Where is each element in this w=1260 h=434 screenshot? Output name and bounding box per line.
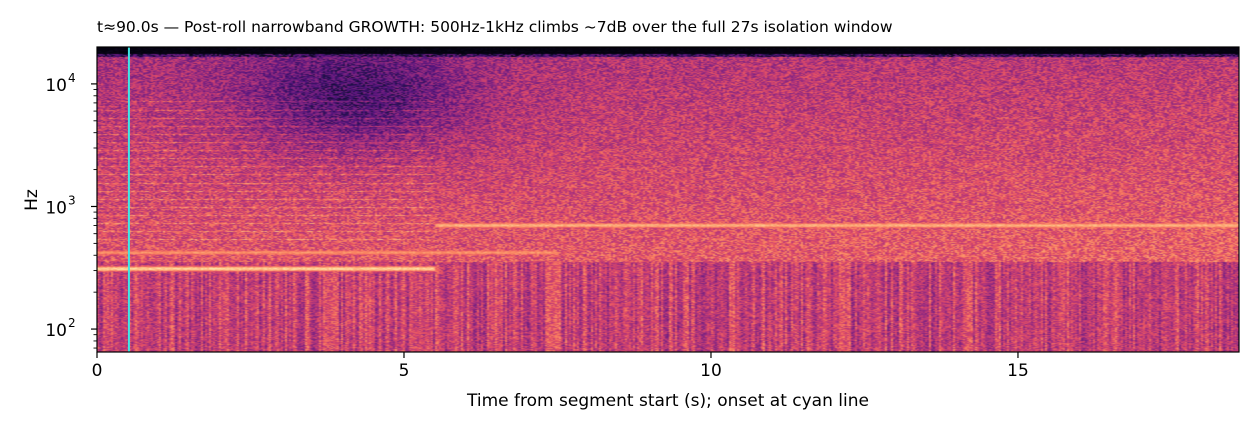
y-tick-label: 10 — [45, 76, 67, 96]
y-tick-exponent: 2 — [68, 316, 76, 330]
plot-frame — [96, 46, 1240, 353]
x-tick-label: 0 — [92, 361, 103, 381]
y-tick-label: 10 — [45, 321, 67, 341]
x-axis: 0 5 10 15 — [92, 352, 1029, 381]
chart-title: t≈90.0s — Post-roll narrowband GROWTH: 5… — [97, 18, 893, 36]
y-axis-label: Hz — [22, 189, 42, 211]
y-tick-label: 10 — [45, 198, 67, 218]
x-tick-label: 15 — [1007, 361, 1029, 381]
x-tick-label: 10 — [700, 361, 722, 381]
x-tick-label: 5 — [399, 361, 410, 381]
y-tick-exponent: 4 — [68, 71, 76, 85]
x-axis-label: Time from segment start (s); onset at cy… — [467, 391, 869, 411]
spectrogram-heatmap — [97, 47, 1239, 352]
spectrogram-image — [97, 47, 1239, 352]
y-tick-exponent: 3 — [68, 193, 76, 207]
